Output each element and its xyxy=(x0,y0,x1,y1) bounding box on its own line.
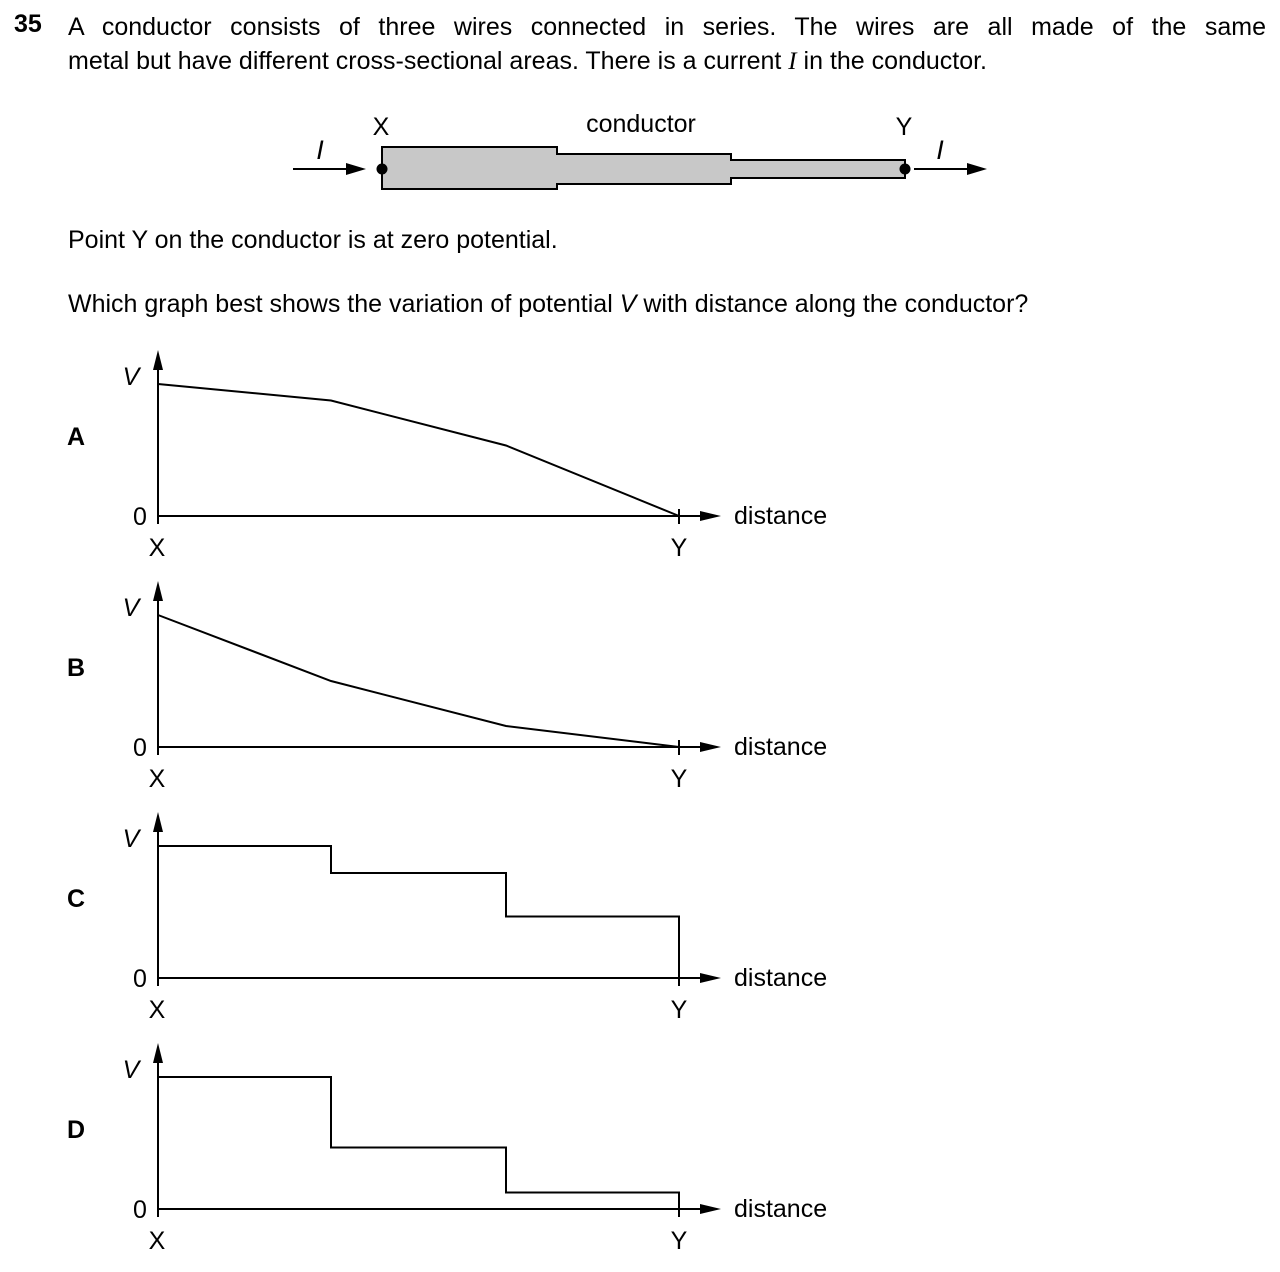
option-d-graph: V 0 distance X Y xyxy=(123,1043,827,1255)
x-axis-label-x: X xyxy=(149,1227,166,1255)
y-axis-arrowhead xyxy=(153,350,163,370)
option-a[interactable]: A V 0 distance X Y xyxy=(0,346,900,573)
option-b-potential-line xyxy=(157,614,680,748)
option-b-letter: B xyxy=(67,654,86,682)
diagram-label-x: X xyxy=(373,113,390,141)
terminal-y-dot xyxy=(899,163,911,175)
y-axis-zero-label: 0 xyxy=(133,503,147,531)
option-d-potential-line xyxy=(158,1076,680,1209)
current-symbol: I xyxy=(788,48,797,75)
x-axis-label-x: X xyxy=(149,534,166,562)
y-axis-label-v: V xyxy=(123,363,142,391)
x-axis-label-y: Y xyxy=(671,1227,688,1255)
stem-line-1: A conductor consists of three wires conn… xyxy=(68,13,1266,41)
terminal-x-dot xyxy=(376,163,388,175)
x-axis-label-x: X xyxy=(149,765,166,793)
stem-line-2: metal but have different cross-sectional… xyxy=(68,44,1266,79)
prompt-end: with distance along the conductor? xyxy=(636,290,1029,318)
diagram-current-out-label: I xyxy=(936,135,944,165)
diagram-label-y: Y xyxy=(896,113,913,141)
option-d-letter: D xyxy=(67,1116,86,1144)
option-a-graph: V 0 distance X Y xyxy=(123,350,827,562)
x-axis-label-distance: distance xyxy=(734,502,827,530)
x-axis-arrowhead xyxy=(700,1204,721,1214)
option-c-potential-line xyxy=(158,845,680,978)
option-c-letter: C xyxy=(67,885,86,913)
x-axis-arrowhead xyxy=(700,742,721,752)
x-axis-arrowhead xyxy=(700,511,721,521)
y-axis-zero-label: 0 xyxy=(133,734,147,762)
option-c[interactable]: C V 0 distance X Y xyxy=(0,808,900,1035)
point-statement: Point Y on the conductor is at zero pote… xyxy=(68,226,558,254)
x-axis-arrowhead xyxy=(700,973,721,983)
x-axis-label-distance: distance xyxy=(734,964,827,992)
diagram-label-conductor: conductor xyxy=(586,110,696,138)
conductor-diagram: X conductor Y I I xyxy=(293,110,987,190)
option-b-graph: V 0 distance X Y xyxy=(123,581,827,793)
y-axis-arrowhead xyxy=(153,812,163,832)
y-axis-label-v: V xyxy=(123,1056,142,1084)
option-c-graph: V 0 distance X Y xyxy=(123,812,827,1024)
x-axis-label-distance: distance xyxy=(734,733,827,761)
y-axis-zero-label: 0 xyxy=(133,965,147,993)
x-axis-label-y: Y xyxy=(671,534,688,562)
y-axis-label-v: V xyxy=(123,594,142,622)
x-axis-label-x: X xyxy=(149,996,166,1024)
stem-line-2-end: in the conductor. xyxy=(796,47,987,75)
prompt-start: Which graph best shows the variation of … xyxy=(68,290,620,318)
prompt-symbol: V xyxy=(619,290,637,318)
x-axis-label-distance: distance xyxy=(734,1195,827,1223)
x-axis-label-y: Y xyxy=(671,996,688,1024)
option-a-letter: A xyxy=(67,423,86,451)
diagram-current-in-label: I xyxy=(316,135,324,165)
conductor-wire-shape xyxy=(381,146,906,190)
stem-line-2-start: metal but have different cross-sectional… xyxy=(68,47,789,75)
option-d[interactable]: D V 0 distance X Y xyxy=(0,1039,900,1266)
y-axis-zero-label: 0 xyxy=(133,1196,147,1224)
y-axis-arrowhead xyxy=(153,581,163,601)
question-number: 35 xyxy=(14,10,42,38)
y-axis-label-v: V xyxy=(123,825,142,853)
option-a-potential-line xyxy=(157,383,680,517)
option-b[interactable]: B V 0 distance X Y xyxy=(0,577,900,804)
question-prompt: Which graph best shows the variation of … xyxy=(68,290,1028,319)
x-axis-label-y: Y xyxy=(671,765,688,793)
current-in-arrowhead xyxy=(346,163,366,175)
current-out-arrowhead xyxy=(967,163,987,175)
y-axis-arrowhead xyxy=(153,1043,163,1063)
question-stem: A conductor consists of three wires conn… xyxy=(68,10,1266,79)
